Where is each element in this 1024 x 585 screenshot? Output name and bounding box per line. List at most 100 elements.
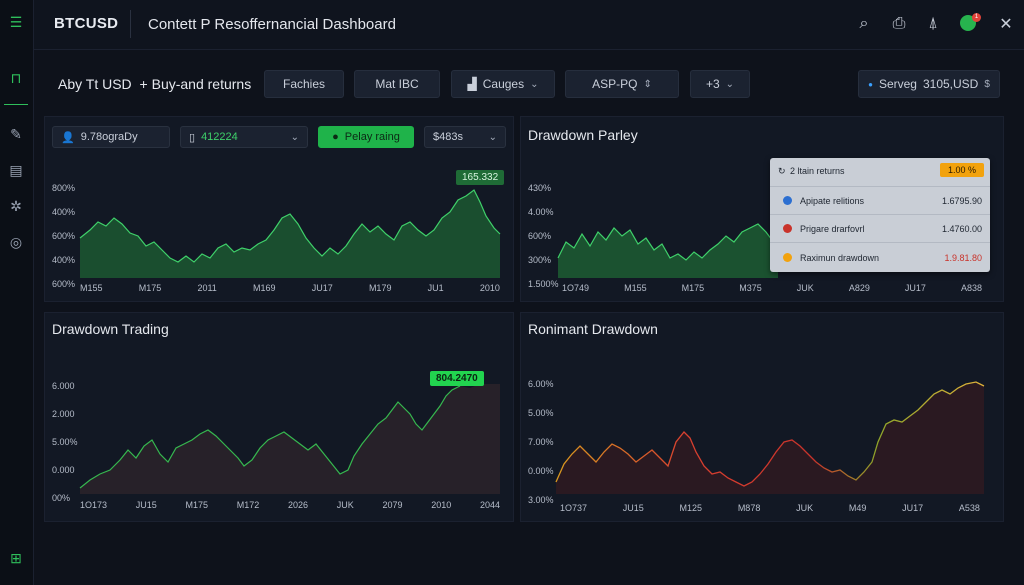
user-field-value: 9.78ogra­Dy: [80, 131, 138, 143]
x-tick: M878: [737, 503, 761, 513]
play-icon: ●: [332, 131, 339, 143]
y-tick: 600%: [528, 231, 552, 241]
shield-icon[interactable]: ◎: [9, 233, 23, 250]
apps-icon[interactable]: ⊞: [10, 549, 22, 566]
p4-y-axis: 6.00% 5.00% 7.00% 0.00% 3.00%: [528, 370, 554, 515]
stepper-icon: ⇕: [643, 78, 652, 90]
menu-icon[interactable]: ☰: [9, 13, 23, 30]
y-tick: 7.00%: [528, 437, 554, 447]
p3-area: [80, 384, 500, 494]
popup-header: 2 ltain returns: [790, 166, 845, 176]
x-tick: 2079: [382, 500, 403, 510]
chevron-down-icon: ⌄: [725, 78, 735, 90]
value-field-text: $483s: [433, 131, 463, 143]
popup-row[interactable]: Raximun drawdown 1.9.81.80: [770, 242, 990, 272]
gauge-icon: ▟: [467, 77, 477, 91]
x-tick: M179: [368, 283, 392, 293]
chevron-down-icon: ⌄: [290, 131, 299, 143]
popup-row-value: 1.6795.90: [941, 195, 982, 206]
x-tick: M125: [679, 503, 703, 513]
saving-label: Serveg: [878, 77, 917, 91]
user-field[interactable]: 👤 9.78ogra­Dy: [52, 126, 170, 148]
x-tick: M175: [138, 283, 162, 293]
y-tick: 600%: [52, 231, 76, 241]
y-tick: 00%: [52, 493, 71, 503]
x-tick: JU17: [311, 283, 333, 293]
returns-popup: ↻ 2 ltain returns 1.00 % Apipate relitio…: [770, 158, 990, 272]
chip-label: Cauges: [482, 77, 525, 91]
p3-line: [79, 385, 461, 489]
popup-row-value: 1.9.81.80: [944, 252, 982, 263]
warning-icon: [783, 253, 792, 262]
book-icon: ▯: [189, 131, 196, 144]
p1-x-axis: M155 M175 2011 M169 JU17 M179 JU1 2010: [80, 283, 500, 293]
x-tick: JU15: [135, 500, 157, 510]
search-icon[interactable]: ⌕: [859, 15, 869, 32]
x-tick: JU17: [902, 503, 924, 513]
chip-label: Fachies: [282, 77, 326, 91]
chip-mat-ibc[interactable]: Mat IBC: [354, 70, 440, 98]
y-tick: 3.00%: [528, 495, 554, 505]
relay-button[interactable]: ● Pelay raing: [318, 126, 414, 148]
value-field[interactable]: $483s ⌄: [424, 126, 506, 148]
popup-row[interactable]: Prigare drarfovrl 1.4760.00: [770, 214, 990, 242]
close-icon[interactable]: ✕: [999, 16, 1013, 33]
p4-title: Ronimant Drawdown: [528, 321, 658, 337]
x-tick: 1O173: [80, 500, 108, 510]
p2-area: [558, 224, 778, 278]
relay-button-label: Pelay raing: [344, 131, 400, 143]
settings-icon[interactable]: ✲: [10, 197, 22, 214]
p1-chart: [79, 189, 501, 278]
refresh-icon[interactable]: ↻: [778, 166, 786, 176]
chip-fachies[interactable]: Fachies: [264, 70, 344, 98]
x-tick: 2011: [197, 283, 217, 293]
x-tick: 1O737: [560, 503, 588, 513]
topbar-divider: [130, 10, 131, 38]
y-tick: 4.00%: [528, 207, 554, 217]
p3-value-badge: 804.2470: [430, 371, 484, 386]
x-tick: M175: [681, 283, 705, 293]
pie-icon: [783, 224, 792, 233]
chip-cauges[interactable]: ▟ Cauges ⌄: [451, 70, 555, 98]
x-tick: 2026: [287, 500, 308, 510]
bracket-icon[interactable]: ⊓: [10, 69, 22, 86]
chip-asp-pq[interactable]: ASP-PQ ⇕: [565, 70, 679, 98]
x-tick: A538: [958, 503, 980, 513]
p1-y-axis: 800% 400% 600% 400% 600%: [52, 176, 75, 296]
x-tick: A838: [960, 283, 982, 293]
user-icon: 👤: [61, 131, 75, 144]
chip-label: +3: [705, 77, 720, 91]
y-tick: 400%: [52, 207, 76, 217]
chip-more[interactable]: +3 ⌄: [690, 70, 750, 98]
popup-row[interactable]: Apipate relitions 1.6795.90: [770, 186, 990, 214]
y-tick: 1.500%: [528, 279, 559, 289]
popup-row-label: Raximun drawdown: [800, 252, 880, 263]
popup-header-badge: 1.00 %: [939, 163, 984, 177]
document-icon[interactable]: ⎙: [892, 15, 906, 32]
y-tick: 2.000: [52, 409, 75, 419]
y-tick: 5.00%: [528, 408, 554, 418]
p4-line: [555, 381, 985, 487]
amount-select[interactable]: ▯ 412224 ⌄: [180, 126, 308, 148]
p3-y-axis: 6.000 2.000 5.00% 0.000 00%: [52, 372, 78, 512]
y-tick: 430%: [528, 183, 552, 193]
y-tick: 300%: [528, 255, 552, 265]
popup-row-label: Apipate relitions: [800, 195, 865, 206]
x-tick: M169: [253, 283, 276, 293]
x-tick: JU17: [904, 283, 926, 293]
x-tick: 2044: [479, 500, 500, 510]
p1-area: [80, 190, 500, 278]
p2-x-axis: 1O749 M155 M175 M375 JUK A829 JU17 A838: [562, 283, 982, 293]
p2-line: [557, 223, 779, 261]
y-tick: 6.00%: [528, 379, 554, 389]
saving-indicator[interactable]: ● Serveg 3105,USD $: [858, 70, 1000, 98]
p2-y-axis: 430% 4.00% 600% 300% 1.500%: [528, 176, 559, 296]
y-tick: 0.00%: [528, 466, 554, 476]
rocket-icon[interactable]: ✎: [10, 125, 22, 142]
bell-icon[interactable]: ⍋: [928, 15, 938, 32]
y-tick: 600%: [52, 279, 76, 289]
list-icon[interactable]: ▤: [9, 161, 23, 178]
buy-returns-label[interactable]: + Buy-and returns: [139, 76, 252, 92]
x-tick: JU1: [427, 283, 444, 293]
x-tick: 2010: [479, 283, 500, 293]
